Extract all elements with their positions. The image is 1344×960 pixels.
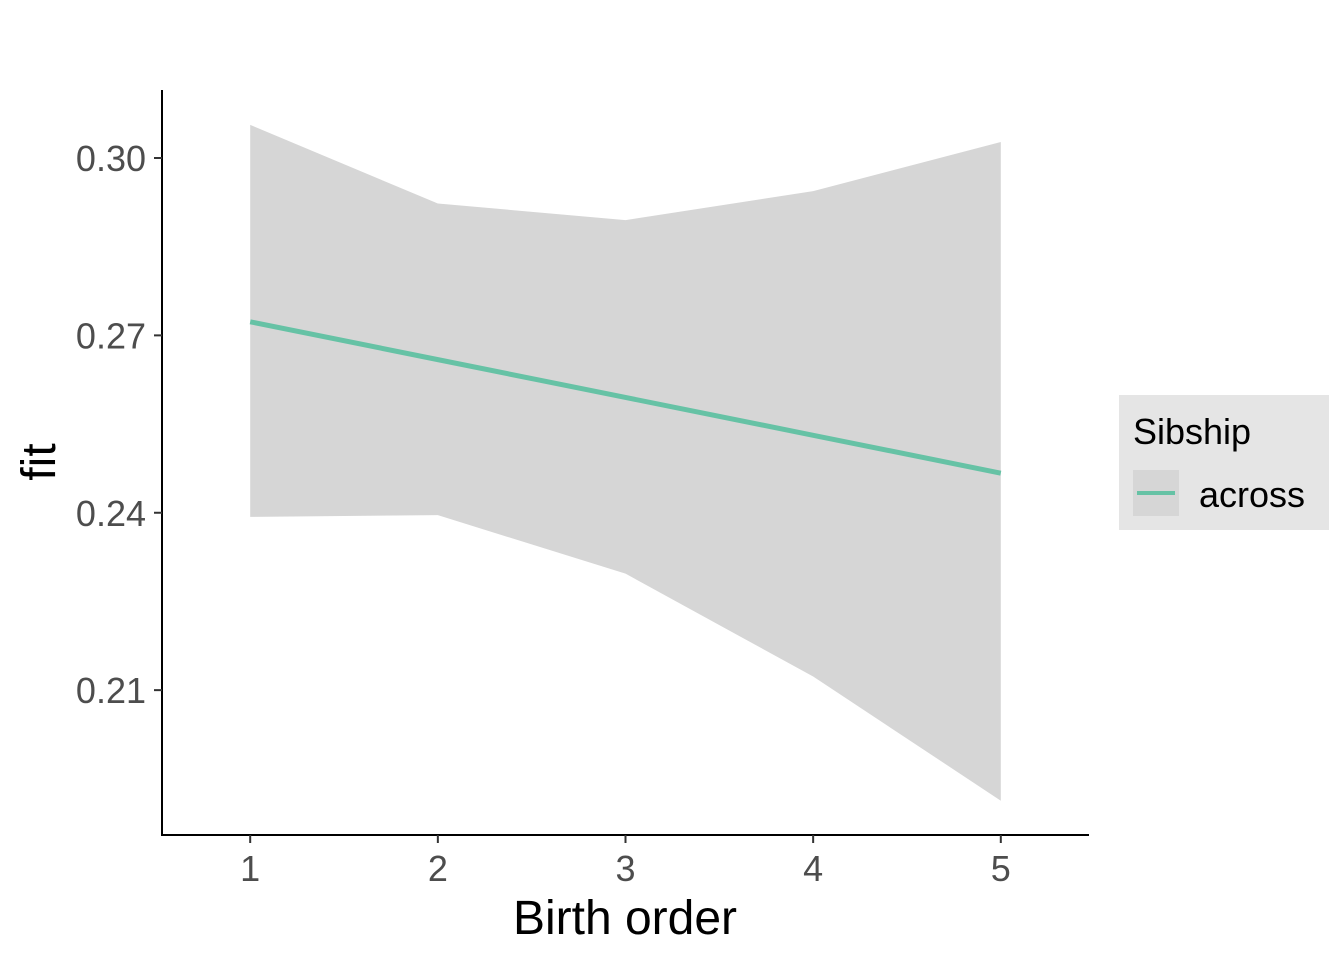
legend-label-across: across xyxy=(1199,474,1305,515)
y-tick-label: 0.27 xyxy=(76,315,146,356)
legend: Sibship across xyxy=(1119,395,1329,530)
y-tick-label: 0.30 xyxy=(76,138,146,179)
x-axis-title: Birth order xyxy=(513,892,737,945)
y-axis-title: fit xyxy=(13,443,66,480)
series-line-layer xyxy=(249,319,1002,476)
confidence-ribbon-layer xyxy=(250,124,1001,801)
x-axis-ticks: 1 2 3 4 5 xyxy=(240,835,1011,889)
series-line-across xyxy=(249,319,1002,476)
x-tick-label: 2 xyxy=(428,848,448,889)
confidence-ribbon-across xyxy=(250,124,1001,801)
x-tick-label: 5 xyxy=(991,848,1011,889)
x-tick-label: 4 xyxy=(803,848,823,889)
x-tick-label: 3 xyxy=(615,848,635,889)
y-axis-ticks: 0.21 0.24 0.27 0.30 xyxy=(76,138,162,711)
y-tick-label: 0.21 xyxy=(76,670,146,711)
x-tick-label: 1 xyxy=(240,848,260,889)
legend-title: Sibship xyxy=(1133,411,1251,452)
y-tick-label: 0.24 xyxy=(76,493,146,534)
